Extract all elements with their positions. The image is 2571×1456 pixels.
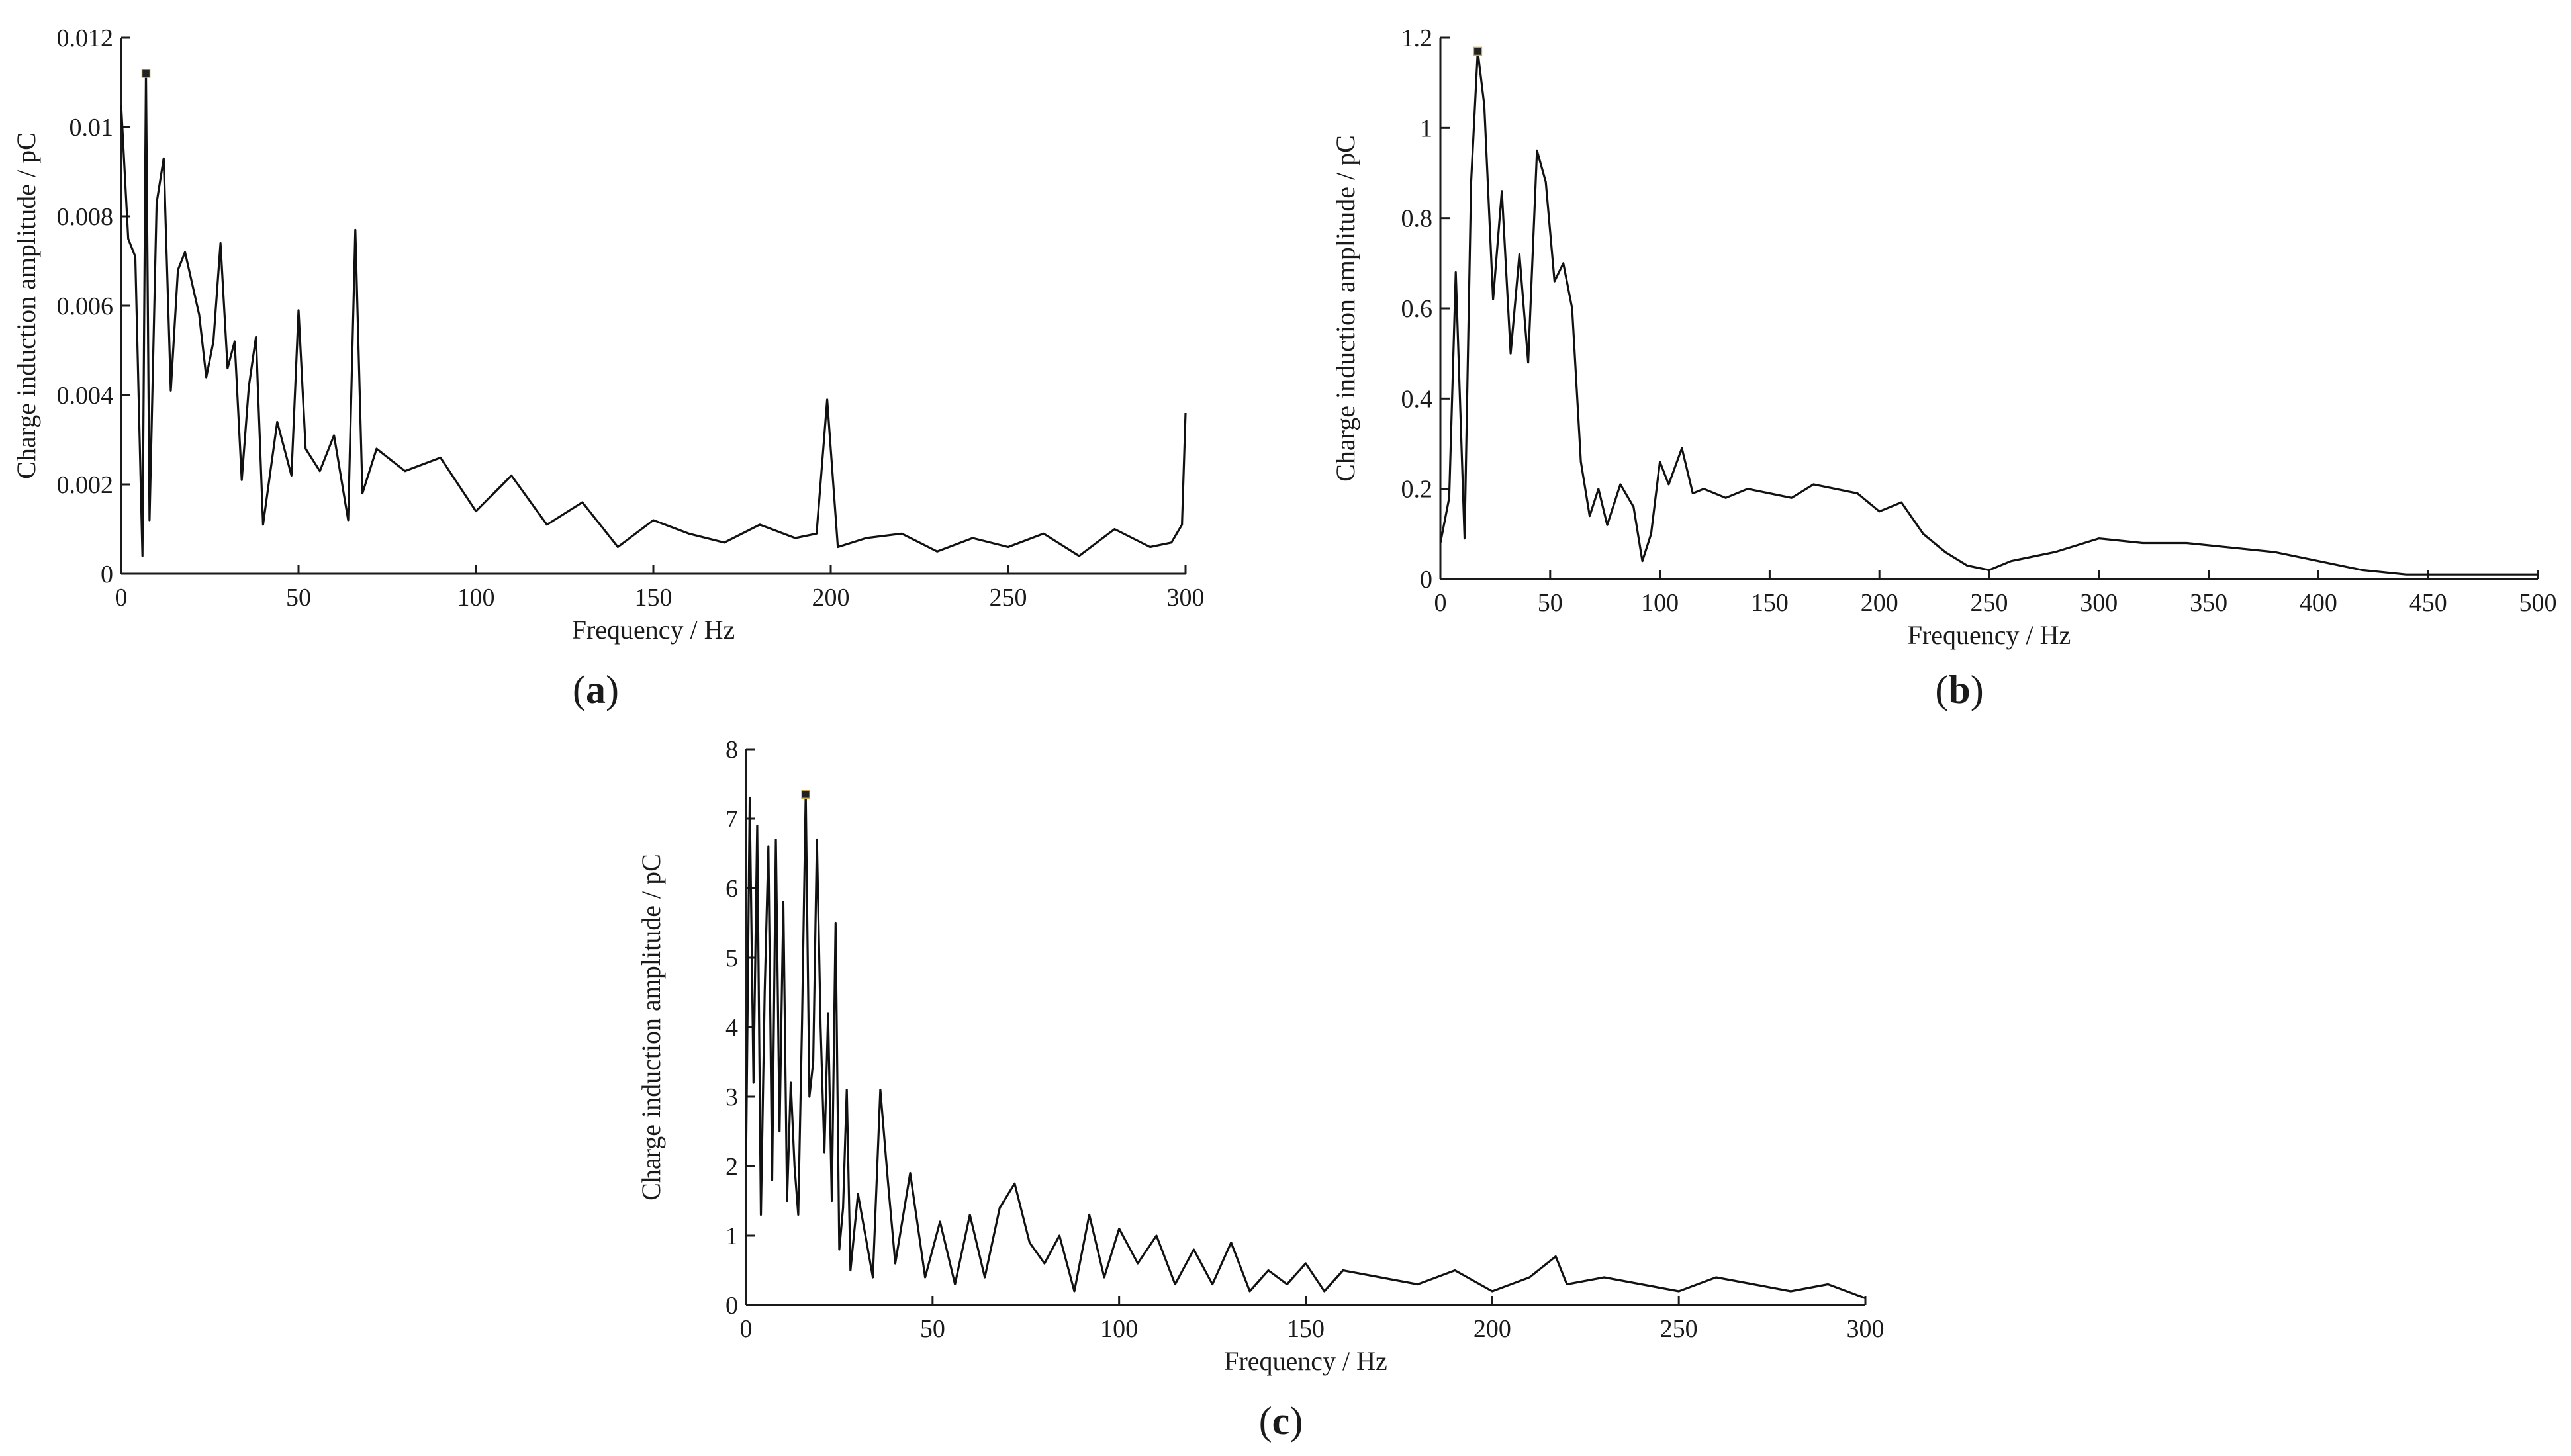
y-tick-label: 1: [725, 1222, 738, 1250]
y-tick-label: 0: [1420, 566, 1432, 594]
y-tick-label: 8: [725, 736, 738, 764]
chart-panel-b: 0 50 100 150 200 250 300 350 400 450 500 0 0.2 0.4 0.6…: [1331, 24, 2557, 711]
x-tick-label: 200: [1861, 589, 1898, 617]
y-tick-label: 1.2: [1401, 24, 1433, 52]
y-tick-label: 0.2: [1401, 476, 1433, 504]
peak-marker: [801, 790, 810, 799]
panel-label: (c): [1259, 1399, 1303, 1443]
peak-marker: [1473, 46, 1483, 56]
x-axis-title: Frequency / Hz: [1908, 620, 2071, 650]
y-tick-label: 1: [1420, 114, 1432, 142]
y-tick-label: 3: [725, 1083, 738, 1111]
panel-label-close-paren: ): [606, 668, 619, 711]
x-tick-label: 200: [812, 584, 850, 612]
x-tick-label: 0: [115, 584, 128, 612]
y-tick-label: 0: [101, 561, 113, 588]
chart-panel-a: 0 50 100 150 200 250 300 0 0.002 0.004 0.006 0.008 0…: [11, 24, 1205, 711]
y-axis-title: Charge induction amplitude / pC: [11, 132, 41, 479]
x-tick-label: 100: [1641, 589, 1679, 617]
x-tick-label: 300: [1847, 1315, 1885, 1343]
x-tick-label: 400: [2300, 589, 2337, 617]
x-tick-label: 150: [635, 584, 673, 612]
x-tick-label: 450: [2409, 589, 2447, 617]
y-tick-label: 2: [725, 1153, 738, 1181]
x-tick-label: 500: [2519, 589, 2557, 617]
y-tick-label: 7: [725, 805, 738, 833]
x-axis-title: Frequency / Hz: [1224, 1346, 1387, 1376]
x-tick-label: 100: [457, 584, 495, 612]
x-tick-label: 0: [740, 1315, 753, 1343]
panel-label-letter: c: [1272, 1399, 1290, 1443]
y-axis-title: Charge induction amplitude / pC: [636, 854, 666, 1201]
panel-label-letter: a: [586, 668, 606, 711]
panel-label-open-paren: (: [1935, 668, 1948, 711]
y-tick-label: 0.012: [57, 24, 114, 52]
x-tick-label: 350: [2190, 589, 2227, 617]
y-tick-label: 0.4: [1401, 385, 1433, 413]
y-tick-label: 0.01: [70, 114, 114, 142]
x-tick-label: 250: [1660, 1315, 1698, 1343]
y-tick-label: 0.006: [57, 293, 114, 320]
x-tick-label: 150: [1751, 589, 1789, 617]
y-tick-label: 4: [725, 1014, 738, 1042]
x-tick-label: 0: [1434, 589, 1447, 617]
spectrum-line: [745, 793, 1866, 1299]
x-tick-label: 50: [286, 584, 311, 612]
x-tick-label: 50: [920, 1315, 945, 1343]
y-tick-label: 0.008: [57, 203, 114, 231]
y-tick-label: 0.6: [1401, 295, 1433, 323]
x-tick-label: 150: [1287, 1315, 1325, 1343]
y-tick-label: 0.8: [1401, 205, 1433, 233]
x-tick-label: 50: [1538, 589, 1563, 617]
x-tick-label: 300: [2080, 589, 2118, 617]
panel-label-open-paren: (: [573, 668, 586, 711]
panel-label-close-paren: ): [1971, 668, 1984, 711]
y-tick-label: 0.002: [57, 471, 114, 499]
x-tick-label: 250: [990, 584, 1027, 612]
y-tick-label: 0: [725, 1292, 738, 1320]
y-tick-label: 6: [725, 875, 738, 903]
x-tick-label: 100: [1100, 1315, 1138, 1343]
panel-label-letter: b: [1948, 668, 1970, 711]
x-tick-label: 200: [1473, 1315, 1511, 1343]
x-tick-label: 300: [1167, 584, 1205, 612]
chart-panel-c: 0 50 100 150 200 250 300 0 1 2 3 4 5 6 7 8 Frequency / H…: [636, 736, 1885, 1443]
y-tick-label: 0.004: [57, 382, 114, 410]
x-tick-label: 250: [1971, 589, 2008, 617]
panel-label-open-paren: (: [1259, 1399, 1272, 1443]
x-axis-title: Frequency / Hz: [572, 615, 735, 645]
spectrum-line: [1439, 50, 2538, 576]
spectrum-line: [120, 72, 1187, 557]
panel-label-close-paren: ): [1289, 1399, 1303, 1443]
peak-marker: [141, 69, 151, 78]
y-axis-title: Charge induction amplitude / pC: [1331, 135, 1360, 482]
panel-label: (b): [1935, 668, 1983, 711]
y-tick-label: 5: [725, 944, 738, 972]
panel-label: (a): [573, 668, 619, 711]
